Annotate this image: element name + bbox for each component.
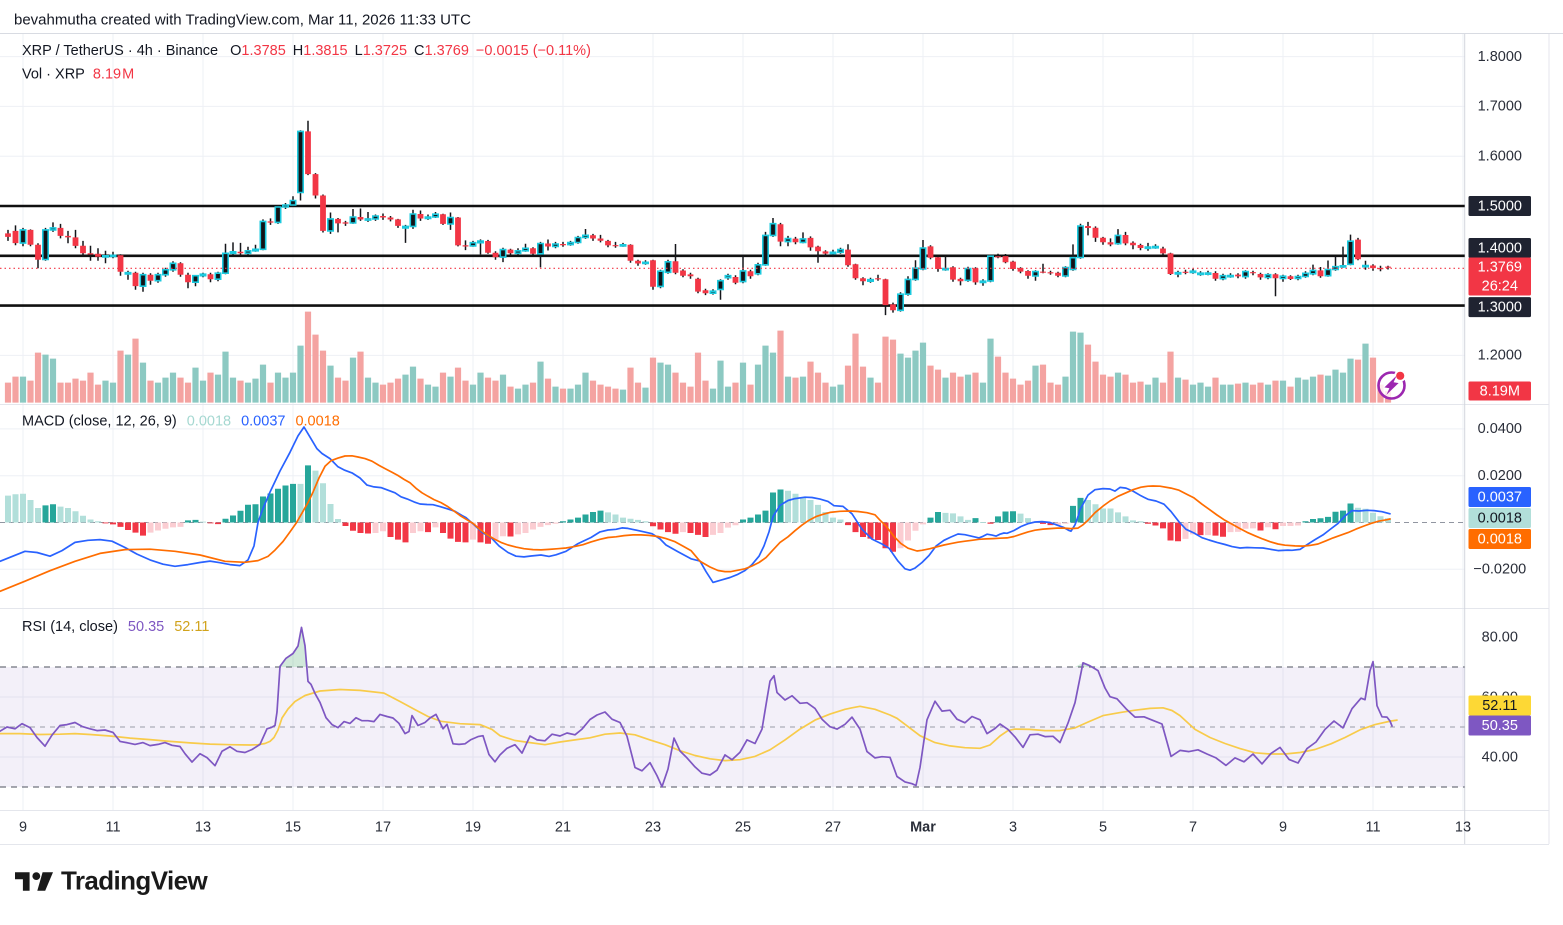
svg-text:11: 11 (1365, 819, 1380, 835)
svg-text:52.11: 52.11 (1482, 698, 1517, 714)
svg-text:0.0400: 0.0400 (1478, 421, 1522, 437)
svg-text:1.5000: 1.5000 (1478, 198, 1522, 214)
svg-text:8.19M: 8.19M (1480, 383, 1520, 399)
svg-text:15: 15 (285, 819, 301, 835)
svg-text:−0.0200: −0.0200 (1473, 562, 1526, 578)
svg-text:9: 9 (1279, 819, 1287, 835)
svg-text:TradingView: TradingView (61, 865, 208, 895)
svg-text:1.2000: 1.2000 (1478, 348, 1522, 364)
svg-text:26:24: 26:24 (1482, 278, 1518, 294)
svg-text:1.6000: 1.6000 (1478, 149, 1522, 165)
svg-text:1.3769: 1.3769 (1478, 259, 1522, 275)
svg-text:13: 13 (1455, 819, 1471, 835)
svg-text:0.0037: 0.0037 (1478, 489, 1522, 505)
svg-text:5: 5 (1099, 819, 1107, 835)
svg-text:1.8000: 1.8000 (1478, 49, 1522, 65)
svg-text:Mar: Mar (910, 819, 936, 835)
svg-text:23: 23 (645, 819, 661, 835)
svg-text:9: 9 (19, 819, 27, 835)
svg-text:3: 3 (1009, 819, 1017, 835)
svg-text:1.3000: 1.3000 (1478, 299, 1522, 315)
svg-text:50.35: 50.35 (1482, 718, 1518, 734)
svg-text:1.4000: 1.4000 (1478, 240, 1522, 256)
svg-text:0.0200: 0.0200 (1478, 468, 1522, 484)
svg-text:80.00: 80.00 (1482, 629, 1518, 645)
svg-text:7: 7 (1189, 819, 1197, 835)
svg-text:1.7000: 1.7000 (1478, 99, 1522, 115)
svg-text:25: 25 (735, 819, 751, 835)
svg-text:40.00: 40.00 (1482, 749, 1518, 765)
svg-text:17: 17 (375, 819, 391, 835)
svg-text:21: 21 (555, 819, 571, 835)
svg-text:11: 11 (105, 819, 120, 835)
svg-text:13: 13 (195, 819, 211, 835)
svg-text:0.0018: 0.0018 (1478, 510, 1522, 526)
svg-text:19: 19 (465, 819, 481, 835)
svg-text:27: 27 (825, 819, 841, 835)
svg-text:0.0018: 0.0018 (1478, 531, 1522, 547)
svg-text:bevahmutha created with Tradin: bevahmutha created with TradingView.com,… (14, 11, 471, 28)
